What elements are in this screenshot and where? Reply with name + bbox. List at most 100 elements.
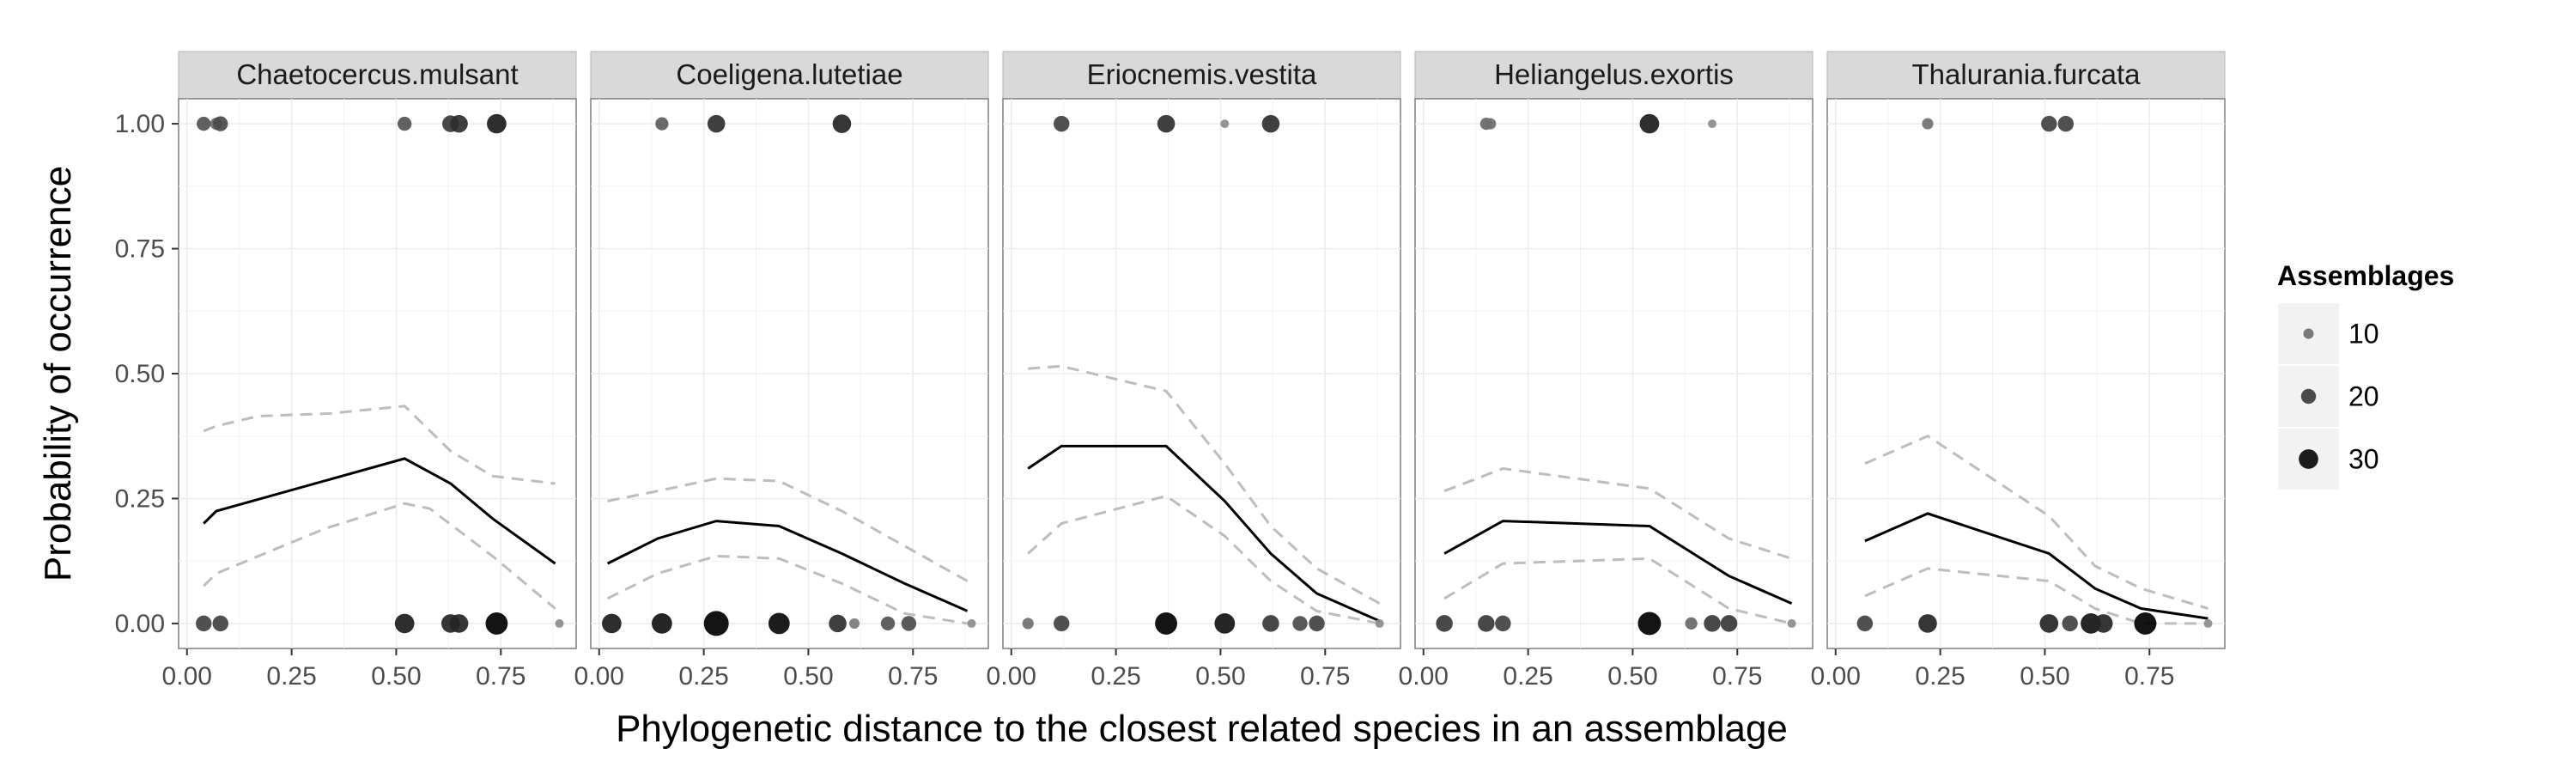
legend-symbol [2300,388,2317,405]
panel-coeligena-lutetiae: Coeligena.lutetiae 0.00 0.25 0.50 0.75 [574,51,989,691]
lower-confidence-line [606,554,968,625]
facet-strip-label: Chaetocercus.mulsant [236,58,518,90]
data-point [1637,612,1662,636]
y-tick-label: 0.00 [115,610,165,638]
data-point [555,618,564,628]
facet-strip [1414,51,1814,100]
y-tick-label: 0.50 [115,360,165,388]
x-tick-label: 0.50 [783,662,833,691]
fitted-line [1864,512,2208,620]
data-point [1292,616,1308,631]
y-axis-title: Probability of occurrence [37,166,79,581]
data-point [1220,119,1230,129]
data-point [1054,115,1070,132]
x-tick-label: 0.50 [1195,662,1245,691]
data-point [1708,119,1717,129]
data-point [213,116,228,131]
x-tick-label: 0.75 [1300,662,1350,691]
data-point [829,614,847,633]
x-tick-label: 0.50 [2020,662,2069,691]
data-point [1856,615,1874,632]
x-tick-label: 0.75 [1712,662,1762,691]
legend: Assemblages 10 20 30 [2276,260,2454,491]
y-tick-label: 1.00 [115,110,165,138]
fitted-line [1027,444,1381,623]
data-point [1054,615,1070,632]
panel-heliangelus-exortis: Heliangelus.exortis 0.00 0.25 0.50 0.75 [1399,51,1814,691]
panel-eriocnemis-vestita: Eriocnemis.vestita 0.00 0.25 0.50 0.75 [987,51,1401,691]
facet-strip [178,51,577,100]
data-point [967,618,976,628]
lower-confidence-line [1027,494,1380,625]
data-point [2062,615,2078,632]
x-axis-title: Phylogenetic distance to the closest rel… [616,708,1788,750]
facet-strip [590,51,989,100]
fitted-line [1443,520,1793,605]
data-point [1214,613,1236,634]
panel-thalurania-furcata: Thalurania.furcata 0.00 0.25 0.50 0.75 [1811,51,2226,691]
x-tick-label: 0.75 [476,662,526,691]
legend-label: 10 [2348,319,2379,350]
upper-confidence-line [1864,434,2208,610]
x-tick-label: 0.25 [1915,662,1965,691]
data-point [1375,618,1384,628]
y-tick-label: 0.25 [115,484,165,513]
fitted-line [606,520,969,612]
facet-strip-label: Thalurania.furcata [1912,58,2142,90]
data-point [2057,115,2075,132]
data-point [1495,615,1511,632]
data-point [703,611,729,636]
x-tick-label: 0.00 [1399,662,1449,691]
data-point [2093,614,2113,633]
data-point [2039,614,2059,633]
data-point [848,618,860,629]
y-axis: 0.00 0.25 0.50 0.75 1.00 [115,110,179,638]
lower-confidence-line [1443,557,1792,625]
data-point [196,615,212,632]
data-point [1157,114,1176,133]
legend-label: 20 [2348,381,2379,412]
data-point [2203,618,2213,628]
data-point [398,116,412,131]
upper-confidence-line [1443,466,1793,560]
data-point [768,612,790,635]
data-point [212,615,228,632]
x-tick-label: 0.25 [1091,662,1140,691]
data-point [602,613,622,634]
data-point [1918,614,1937,633]
fitted-line [203,457,556,565]
x-tick-label: 0.25 [678,662,728,691]
upper-confidence-line [607,477,969,582]
legend-title: Assemblages [2277,260,2454,291]
data-point [901,616,917,631]
y-tick-label: 0.75 [115,235,165,264]
data-point [655,117,669,131]
data-point [1639,113,1660,134]
data-point [707,114,726,133]
x-tick-label: 0.75 [2124,662,2174,691]
data-point [1478,615,1495,632]
legend-symbol [2303,328,2314,339]
data-point [1787,618,1796,628]
data-point [487,113,507,134]
data-point [1155,612,1177,635]
data-point [485,612,508,635]
x-tick-label: 0.00 [574,662,624,691]
data-point [2134,612,2157,635]
data-point [651,613,672,634]
x-tick-label: 0.50 [1607,662,1657,691]
data-point [1485,118,1497,130]
data-point [449,614,469,633]
facet-strip-label: Eriocnemis.vestita [1087,58,1317,90]
data-point [1720,615,1738,632]
x-tick-label: 0.25 [1503,662,1552,691]
legend-symbol [2299,449,2318,469]
data-point [832,114,852,133]
x-tick-label: 0.75 [888,662,938,691]
data-point [1309,615,1325,632]
data-point [880,616,896,631]
data-point [1704,615,1721,632]
x-tick-label: 0.50 [371,662,421,691]
upper-confidence-line [203,405,556,485]
